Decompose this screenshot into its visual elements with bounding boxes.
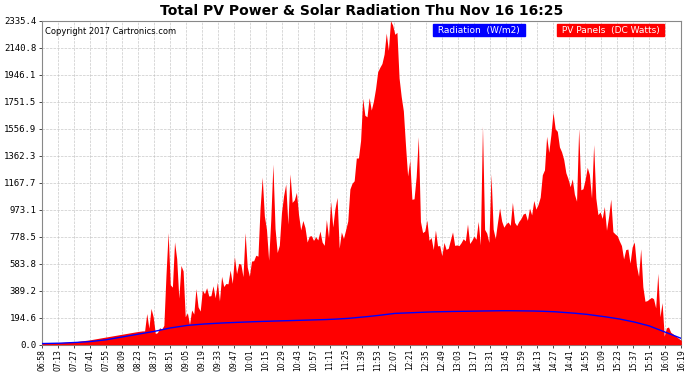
Text: Radiation  (W/m2): Radiation (W/m2) <box>435 26 523 34</box>
Title: Total PV Power & Solar Radiation Thu Nov 16 16:25: Total PV Power & Solar Radiation Thu Nov… <box>160 4 563 18</box>
Text: Copyright 2017 Cartronics.com: Copyright 2017 Cartronics.com <box>45 27 176 36</box>
Text: PV Panels  (DC Watts): PV Panels (DC Watts) <box>559 26 662 34</box>
